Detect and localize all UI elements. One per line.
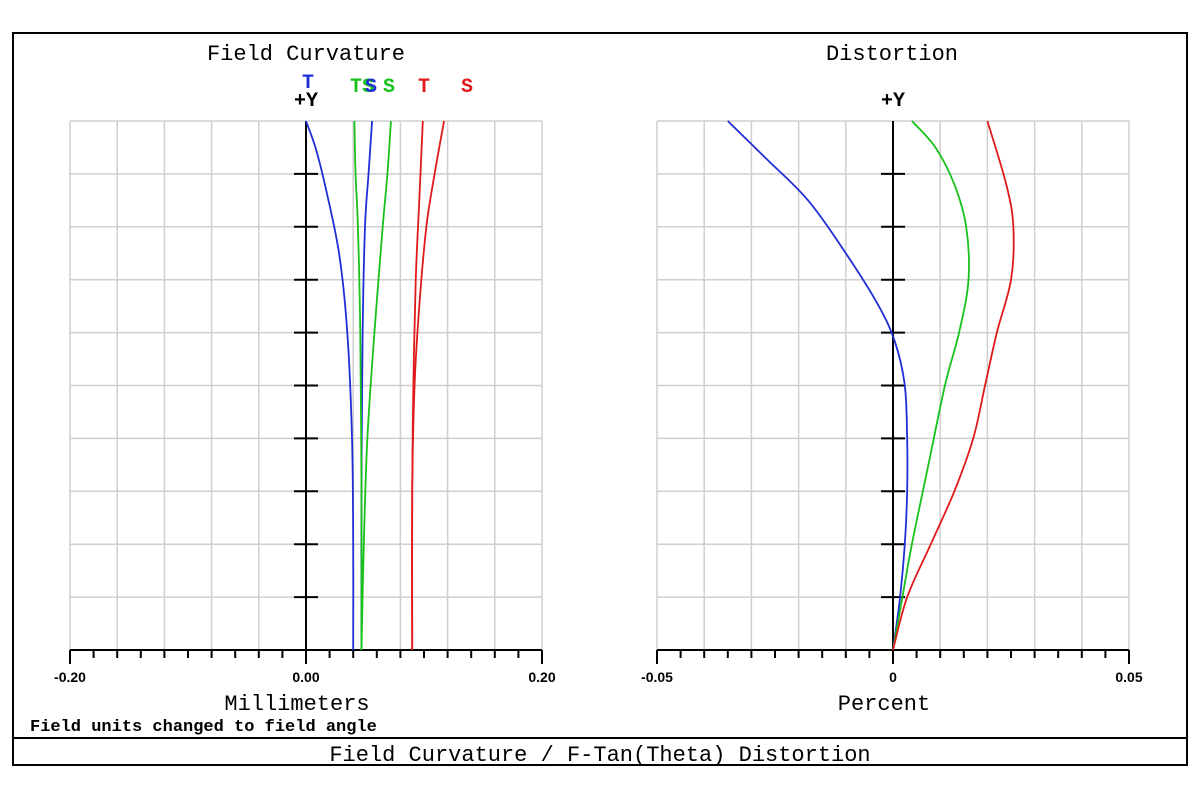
fc-series-0 xyxy=(305,120,355,651)
footer-title: Field Curvature / F-Tan(Theta) Distortio… xyxy=(329,743,870,768)
fc-x-tick-label: 0.20 xyxy=(528,669,555,685)
fc-title: Field Curvature xyxy=(207,42,405,67)
dist-series-2 xyxy=(892,120,1015,651)
fc-x-tick-label: 0.00 xyxy=(292,669,319,685)
fc-legend-item: S xyxy=(365,76,377,99)
dist-series-0 xyxy=(727,120,909,651)
fc-legend: T TSS S T S xyxy=(302,72,473,99)
dist-x-tick-label: 0.05 xyxy=(1115,669,1142,685)
figure-frame xyxy=(12,32,1188,766)
dist-x-tick-label: -0.05 xyxy=(641,669,673,685)
fc-legend-item: T xyxy=(418,76,430,99)
fc-legend-item: S xyxy=(383,76,395,99)
fc-plot: -0.20 0.00 0.20 xyxy=(54,120,556,685)
fc-series-3 xyxy=(360,120,392,651)
fc-x-tick-label: -0.20 xyxy=(54,669,86,685)
fc-legend-item: T xyxy=(302,72,314,95)
fc-ylabel: +Y xyxy=(294,90,318,113)
dist-x-tick-label: 0 xyxy=(889,669,897,685)
fc-series-5 xyxy=(411,120,445,651)
field-units-note: Field units changed to field angle xyxy=(30,718,377,737)
dist-title: Distortion xyxy=(826,42,958,67)
dist-series-1 xyxy=(892,120,970,651)
dist-ylabel: +Y xyxy=(881,90,905,113)
dist-plot: -0.05 0 0.05 xyxy=(641,120,1143,685)
fc-legend-item: TS xyxy=(350,76,374,99)
fc-xlabel: Millimeters xyxy=(224,692,369,717)
dist-xlabel: Percent xyxy=(838,692,930,717)
fc-legend-item: S xyxy=(461,76,473,99)
fc-series-2 xyxy=(353,120,363,651)
